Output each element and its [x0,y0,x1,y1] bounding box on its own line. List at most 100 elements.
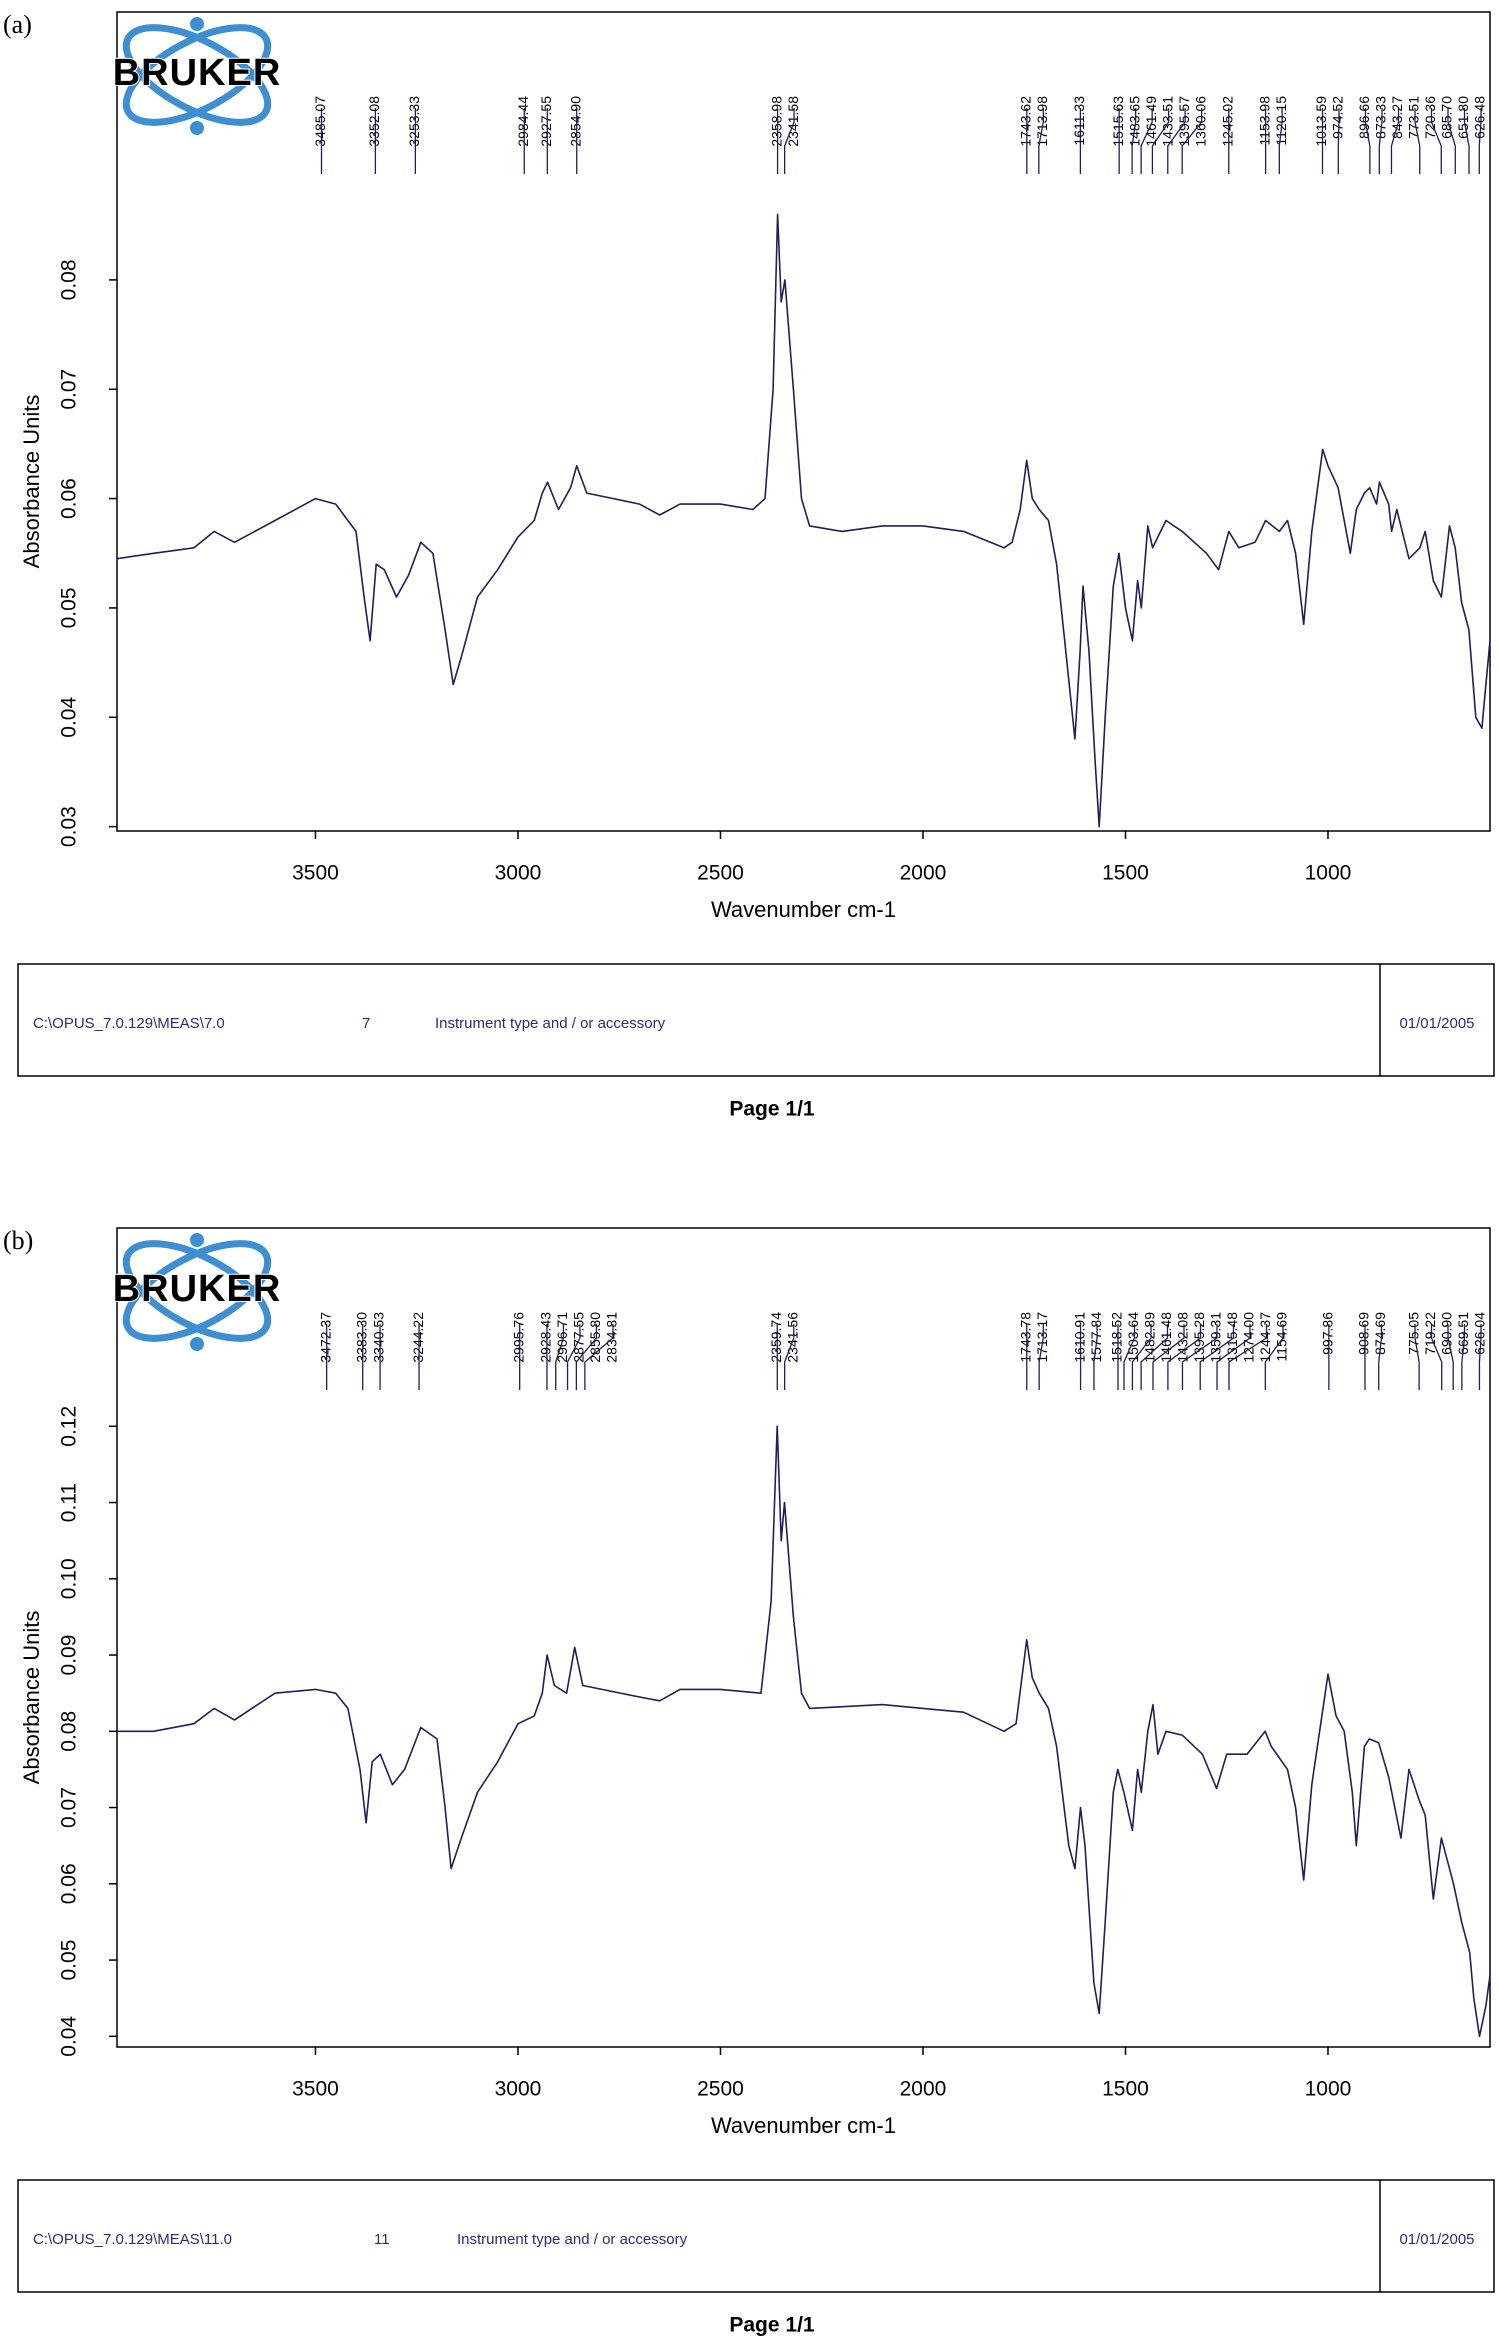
x-axis-label: Wavenumber cm-1 [711,2113,896,2138]
peak-label: 1153.98 [1256,96,1272,146]
peak-leader [566,1324,581,1390]
peak-leader [555,1324,565,1390]
x-tick-label: 3500 [292,2078,339,2101]
y-axis-label: Absorbance Units [19,395,44,569]
peak-label: 843.27 [1389,96,1405,139]
x-tick-label: 2500 [697,2078,744,2101]
x-tick-label: 2500 [697,862,744,885]
footer-box [17,2179,1495,2293]
footer-path: C:\OPUS_7.0.129\MEAS\11.0 [33,2231,232,2248]
peak-leader [1140,1324,1169,1390]
y-tick-label: 0.12 [58,1406,81,1447]
peak-label: 669.51 [1455,1312,1471,1355]
footer-description: Instrument type and / or accessory [457,2231,688,2248]
logo: BRUKER [112,1233,281,1351]
x-tick-label: 2000 [900,862,947,885]
x-tick-label: 3000 [495,2078,542,2101]
peak-label: 1577.84 [1088,1312,1104,1363]
y-tick-label: 0.07 [58,369,81,410]
peak-leader [1414,1324,1420,1390]
logo-dot [190,1233,204,1247]
peak-label: 1395.57 [1176,96,1192,147]
peak-leader [1167,108,1186,174]
peak-leader [575,1324,598,1390]
peak-label: 2854.90 [567,96,583,147]
x-tick-label: 1000 [1305,2078,1352,2101]
peak-leader [1478,1324,1482,1390]
peak-leader [1199,1324,1235,1390]
footer-date: 01/01/2005 [1399,1015,1474,1032]
peak-leader [1447,108,1456,174]
peak-label: 1611.33 [1071,96,1087,146]
peak-leader [1140,108,1153,174]
x-tick-label: 1500 [1102,2078,1149,2101]
logo-orbit [122,24,272,126]
peak-leader [1167,1324,1202,1390]
logo: BRUKER [112,17,281,135]
peak-leader [1151,108,1170,174]
footer-path: C:\OPUS_7.0.129\MEAS\7.0 [33,1015,225,1032]
peak-label: 685.70 [1439,96,1455,139]
peak-label: 3485.07 [312,96,328,147]
y-tick-label: 0.03 [58,806,81,847]
footer-number: 7 [362,1015,370,1032]
peak-leader [1364,108,1371,174]
peak-leader [1038,108,1044,174]
peak-label: 651.80 [1455,96,1471,139]
y-tick-label: 0.04 [58,2016,81,2057]
peak-label: 2877.55 [571,1312,587,1363]
peak-label: 1483.65 [1126,96,1142,147]
peak-leader [1093,1324,1098,1390]
plot-frame [116,11,1491,832]
peak-label: 3352.08 [366,96,382,147]
y-tick-label: 0.08 [58,1711,81,1752]
peak-leader [1478,108,1482,174]
peak-leader [1447,1324,1454,1390]
y-tick-label: 0.11 [58,1483,81,1522]
peak-label: 1013.59 [1313,96,1329,147]
peak-leader [1461,1324,1466,1390]
peak-label: 1245.02 [1219,96,1235,147]
peak-label: 2906.71 [554,1312,570,1363]
peak-label: 997.86 [1320,1312,1336,1355]
y-tick-label: 0.06 [58,1863,81,1904]
panel-label: (a) [3,10,32,39]
peak-leader [1378,1324,1383,1390]
peak-leader [1152,1324,1185,1390]
spectrum-line [117,1425,1491,2038]
peak-label: 896.66 [1356,96,1372,139]
page-number: Page 1/1 [729,1098,815,1121]
peak-leader [1390,108,1400,174]
peak-label: 690.90 [1439,1312,1455,1355]
peak-label: 626.04 [1472,1312,1488,1355]
peak-label: 1120.15 [1273,96,1289,146]
peak-label: 1154.69 [1274,1312,1290,1362]
peak-label: 2995.76 [510,1312,526,1363]
peak-label: 1433.51 [1159,96,1175,147]
peak-leader [1337,108,1340,174]
y-tick-label: 0.04 [58,697,81,738]
peak-label: 3340.53 [371,1312,387,1363]
x-tick-label: 3500 [292,862,339,885]
peak-leader [1463,108,1470,174]
y-tick-label: 0.05 [58,587,81,628]
peak-leader [1131,108,1137,174]
peak-leader [1430,1324,1443,1390]
panel-label: (b) [3,1226,33,1255]
peak-leader [783,108,795,174]
x-axis-label: Wavenumber cm-1 [711,897,896,922]
peak-label: 3383.30 [353,1312,369,1363]
peak-leader [1216,1324,1251,1390]
peak-label: 1713.98 [1034,96,1050,147]
peak-label: 1315.48 [1224,1312,1240,1363]
spectrum-line [116,213,1491,828]
peak-label: 1743.62 [1018,96,1034,147]
peak-leader [584,1324,614,1390]
peak-leader [1414,108,1421,174]
peak-leader [1278,108,1283,174]
peak-label: 1395.28 [1191,1312,1207,1363]
peak-label: 3244.22 [410,1312,426,1363]
footer-date: 01/01/2005 [1399,2231,1474,2248]
logo-orbit [122,24,272,126]
